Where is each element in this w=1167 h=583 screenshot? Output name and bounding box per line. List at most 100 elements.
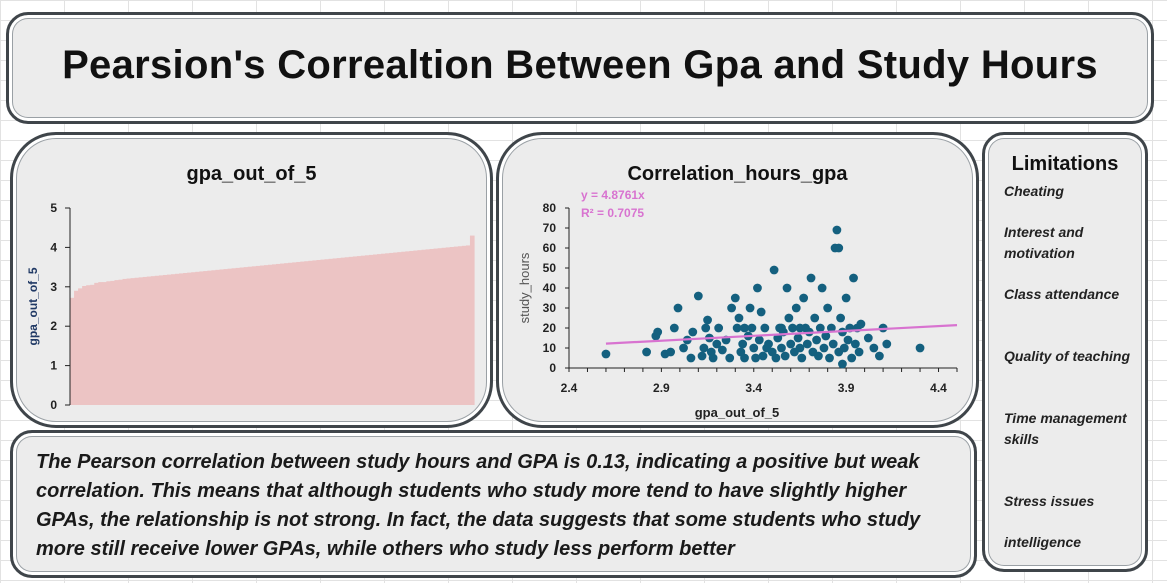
data-point <box>849 273 858 283</box>
bar <box>247 266 253 405</box>
data-point <box>679 343 688 353</box>
bar <box>461 245 467 405</box>
bar <box>86 285 91 405</box>
data-point <box>730 293 740 303</box>
data-point <box>882 339 892 349</box>
y-tick-label: 2 <box>50 319 57 333</box>
page-title: Pearsion's Correaltion Between Gpa and S… <box>62 43 1098 87</box>
data-point <box>869 343 879 353</box>
data-point <box>806 273 816 283</box>
bar <box>255 265 261 405</box>
data-point <box>875 351 884 361</box>
scatter-chart-panel[interactable]: Correlation_hours_gpa 0 10 20 30 40 50 60 70 80 2… <box>496 132 979 428</box>
bar <box>292 262 297 405</box>
bar <box>146 276 152 405</box>
bar <box>377 254 382 405</box>
bar <box>263 265 269 405</box>
data-point <box>786 339 796 349</box>
summary-panel: The Pearson correlation between study ho… <box>10 430 977 578</box>
bar <box>154 275 160 405</box>
data-point <box>745 303 755 313</box>
data-point <box>701 323 711 333</box>
bar <box>130 278 136 405</box>
bar <box>211 270 217 405</box>
bar <box>344 257 350 405</box>
bar <box>348 256 354 405</box>
data-point <box>740 353 749 363</box>
bar <box>445 247 451 405</box>
data-point <box>788 323 797 333</box>
bar <box>320 259 326 405</box>
bar <box>239 267 245 405</box>
data-point <box>749 343 759 353</box>
data-point <box>836 313 845 323</box>
bar <box>272 264 277 405</box>
data-point <box>828 339 838 349</box>
bar <box>195 271 200 405</box>
bar <box>284 263 289 405</box>
data-point <box>673 303 683 313</box>
gpa-bar-chart-panel[interactable]: gpa_out_of_5 0 1 2 3 4 5 gpa_out_of_5 <box>10 132 493 428</box>
gpa-bar-chart: 0 1 2 3 4 5 gpa_out_of_5 <box>26 201 475 412</box>
bar <box>360 255 366 405</box>
y-tick-label: 10 <box>543 341 557 355</box>
y-tick-label: 4 <box>50 240 57 254</box>
bar <box>102 282 107 405</box>
data-point <box>856 319 866 329</box>
y-tick-label: 1 <box>50 359 57 373</box>
y-tick-label: 0 <box>549 361 556 375</box>
bar <box>259 265 265 405</box>
limitation-item: Time management skills <box>1004 410 1127 447</box>
bar <box>219 269 225 405</box>
data-point <box>697 351 707 361</box>
data-point <box>817 283 827 293</box>
data-point <box>756 307 766 317</box>
y-tick-label: 0 <box>50 398 57 412</box>
bar <box>175 273 180 405</box>
bar <box>401 251 406 405</box>
data-point <box>764 339 773 349</box>
bar <box>413 250 419 405</box>
bar <box>106 281 111 405</box>
y-tick-label: 5 <box>50 201 57 215</box>
bar <box>397 252 402 405</box>
data-point <box>693 291 703 301</box>
bar <box>276 263 281 405</box>
scatter-chart-title: Correlation_hours_gpa <box>627 163 848 185</box>
bar <box>227 268 233 405</box>
limitations-title: Limitations <box>1011 153 1119 175</box>
data-point <box>823 303 833 313</box>
bar <box>74 290 79 405</box>
bar <box>110 280 116 405</box>
data-point <box>771 353 781 363</box>
data-point <box>717 345 727 355</box>
scatter-chart: 0 10 20 30 40 50 60 70 80 2.4 2.9 3.4 3.9 4.4 y = 4.87… <box>517 188 958 420</box>
bar <box>207 270 212 405</box>
data-point <box>773 333 783 343</box>
data-point <box>747 323 757 333</box>
limitation-item: Class attendance <box>1004 286 1120 302</box>
bar <box>433 248 439 405</box>
data-point <box>832 225 842 235</box>
data-point <box>777 323 786 333</box>
title-panel: Pearsion's Correaltion Between Gpa and S… <box>6 12 1154 124</box>
bar <box>231 268 237 405</box>
limitations-panel: Limitations Cheating Interest and motiva… <box>982 132 1148 572</box>
data-point <box>802 339 812 349</box>
data-point <box>797 353 807 363</box>
bar <box>280 263 285 405</box>
data-point <box>915 343 925 353</box>
summary-text: The Pearson correlation between study ho… <box>36 451 921 560</box>
data-point <box>760 323 770 333</box>
data-point <box>777 343 786 353</box>
bar <box>158 275 164 405</box>
bar <box>223 269 229 405</box>
bar <box>308 260 313 405</box>
data-point <box>814 351 823 361</box>
data-point <box>734 313 744 323</box>
bar <box>389 252 394 405</box>
data-point <box>753 283 762 293</box>
bar <box>70 297 75 405</box>
data-point <box>666 347 676 357</box>
data-point <box>754 335 764 345</box>
